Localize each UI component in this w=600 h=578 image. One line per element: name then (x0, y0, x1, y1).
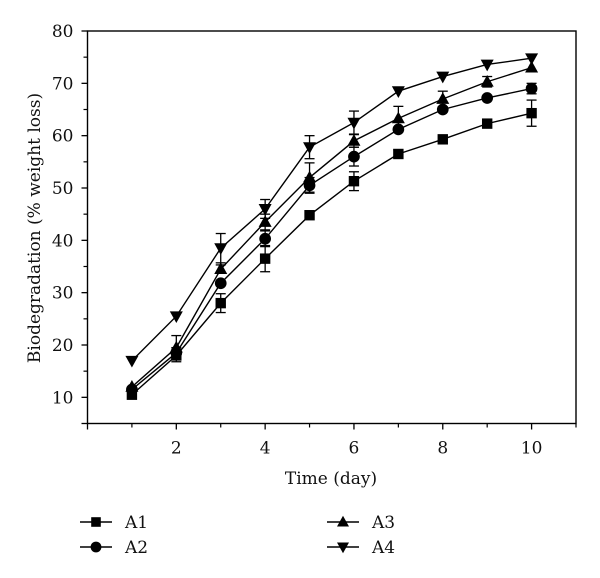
data-point (347, 134, 361, 146)
ticks: 10 20 30 40 50 60 70 80 2 4 6 8 10 (52, 22, 577, 459)
y-tick-label: 40 (52, 231, 74, 251)
data-point (214, 277, 227, 290)
data-point (525, 82, 538, 95)
legend-label: A2 (124, 538, 148, 558)
data-point (259, 232, 271, 245)
x-tick-label: 10 (521, 439, 543, 459)
data-point (391, 111, 405, 124)
y-tick-label: 20 (52, 336, 74, 356)
data-point (481, 92, 494, 104)
data-point (526, 107, 537, 119)
legend-item-a3: A3 (327, 513, 395, 533)
data-point (525, 53, 539, 66)
series-a3 (125, 60, 539, 392)
plot-frame (86, 30, 577, 425)
data-point (215, 297, 226, 309)
series-line (131, 66, 532, 388)
data-point (347, 117, 361, 130)
data-point (125, 355, 139, 368)
y-tick-label: 10 (52, 388, 74, 408)
legend-label: A3 (371, 513, 395, 533)
data-point (480, 59, 494, 72)
x-tick-label: 6 (349, 439, 360, 459)
series-a4 (125, 53, 539, 368)
series-a2 (126, 82, 538, 396)
series-a1 (126, 99, 537, 400)
series-line (131, 57, 532, 362)
data-point (525, 60, 539, 73)
data-point (258, 204, 272, 216)
data-point (437, 134, 448, 145)
data-point (125, 380, 139, 392)
data-point (391, 86, 405, 99)
series-line (131, 112, 532, 396)
legend-label: A1 (124, 513, 148, 533)
data-point (214, 243, 228, 256)
legend-item-a1: A1 (80, 513, 148, 533)
data-point (259, 253, 271, 264)
data-point (258, 215, 272, 227)
series-group (125, 53, 539, 400)
legend-label: A4 (371, 538, 395, 558)
axes (86, 30, 577, 425)
data-point (480, 74, 494, 87)
data-point (303, 142, 317, 155)
data-point (348, 150, 360, 163)
series-line (131, 87, 532, 391)
x-tick-label: 4 (260, 439, 271, 459)
data-point (436, 71, 450, 84)
legend-item-a2: A2 (80, 538, 148, 558)
data-point (169, 340, 183, 353)
legend: A1 A2 A3 A4 (80, 513, 395, 558)
x-tick-label: 8 (437, 439, 448, 459)
legend-marker (337, 515, 349, 527)
legend-marker (90, 541, 102, 553)
y-axis-label: Biodegradation (% weight loss) (25, 93, 45, 363)
x-axis-label: Time (day) (285, 469, 377, 489)
data-point (169, 311, 183, 324)
data-point (304, 210, 315, 221)
legend-item-a4: A4 (327, 538, 395, 558)
y-tick-label: 50 (52, 179, 74, 199)
data-point (481, 118, 493, 129)
data-point (348, 175, 360, 187)
y-tick-label: 60 (52, 127, 74, 147)
data-point (303, 170, 317, 183)
data-point (436, 92, 450, 104)
y-tick-label: 70 (52, 74, 74, 94)
x-tick-label: 2 (171, 439, 182, 459)
y-tick-label: 30 (52, 284, 74, 304)
data-point (214, 262, 228, 274)
y-tick-label: 80 (52, 22, 74, 42)
legend-marker (337, 542, 349, 554)
data-point (393, 148, 404, 160)
legend-marker (91, 517, 101, 527)
